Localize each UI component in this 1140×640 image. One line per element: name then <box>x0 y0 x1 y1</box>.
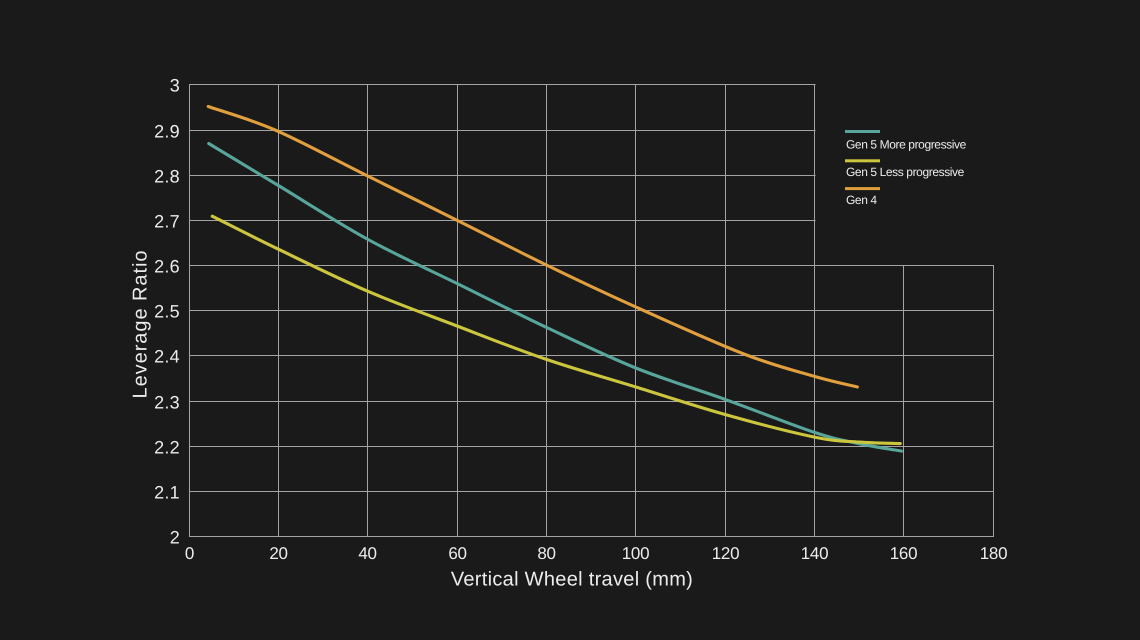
svg-text:2.9: 2.9 <box>154 122 180 142</box>
svg-text:Gen 5 More progressive: Gen 5 More progressive <box>846 137 967 151</box>
svg-text:180: 180 <box>980 544 1007 563</box>
svg-text:Vertical Wheel travel (mm): Vertical Wheel travel (mm) <box>451 569 693 591</box>
svg-text:40: 40 <box>358 544 376 563</box>
svg-text:2.2: 2.2 <box>154 438 180 458</box>
svg-text:60: 60 <box>448 544 466 563</box>
svg-text:100: 100 <box>622 544 649 563</box>
svg-text:3: 3 <box>170 76 180 96</box>
svg-text:Leverage Ratio: Leverage Ratio <box>130 250 152 399</box>
svg-text:140: 140 <box>801 544 828 563</box>
svg-text:2.6: 2.6 <box>154 257 180 277</box>
svg-text:2.1: 2.1 <box>154 483 180 503</box>
svg-text:2.5: 2.5 <box>154 302 180 322</box>
svg-text:120: 120 <box>712 544 739 563</box>
svg-text:20: 20 <box>269 544 287 563</box>
svg-text:Gen 4: Gen 4 <box>846 193 877 207</box>
svg-text:0: 0 <box>185 544 194 563</box>
svg-text:2: 2 <box>170 528 180 548</box>
svg-text:Gen 5 Less progressive: Gen 5 Less progressive <box>846 165 965 179</box>
svg-text:2.8: 2.8 <box>154 167 180 187</box>
svg-text:2.7: 2.7 <box>154 212 180 232</box>
svg-text:160: 160 <box>890 544 917 563</box>
svg-text:80: 80 <box>537 544 555 563</box>
svg-text:2.3: 2.3 <box>154 393 180 413</box>
svg-text:2.4: 2.4 <box>154 347 180 367</box>
